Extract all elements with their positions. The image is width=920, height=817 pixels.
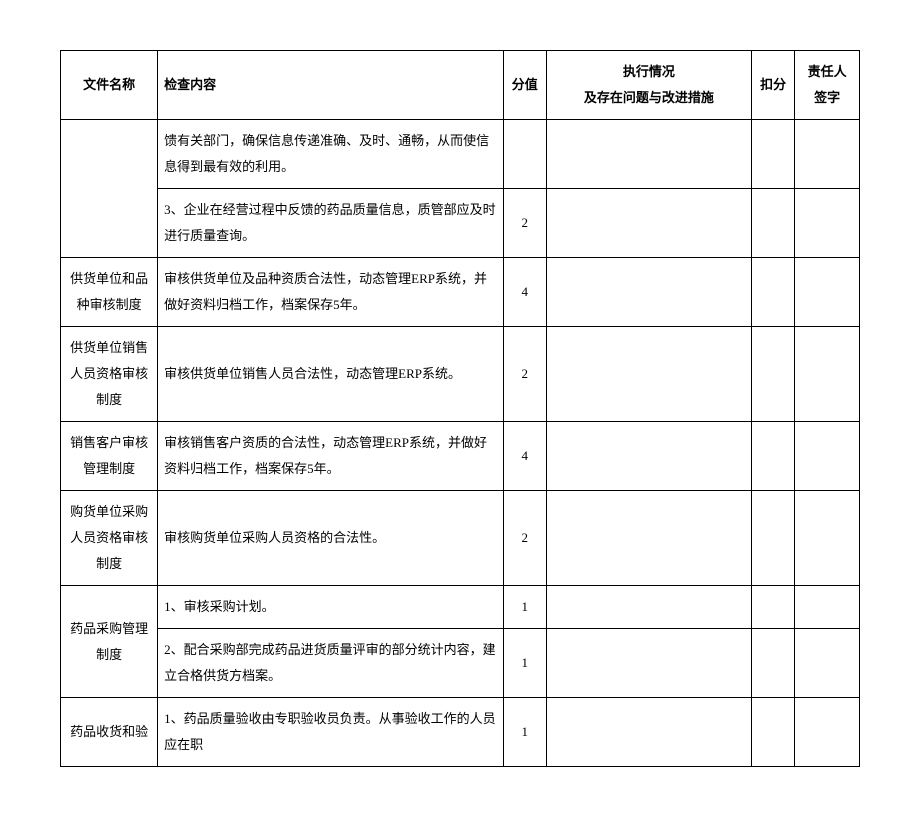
cell-content: 审核销售客户资质的合法性，动态管理ERP系统，并做好资料归档工作，档案保存5年。 [158, 422, 504, 491]
cell-content: 1、药品质量验收由专职验收员负责。从事验收工作的人员应在职 [158, 698, 504, 767]
cell-sign [795, 491, 860, 586]
cell-deduct [752, 120, 795, 189]
cell-status [546, 698, 751, 767]
cell-score: 2 [503, 327, 546, 422]
header-status-line2: 及存在问题与改进措施 [553, 85, 745, 111]
cell-status [546, 491, 751, 586]
cell-content: 审核购货单位采购人员资格的合法性。 [158, 491, 504, 586]
cell-deduct [752, 327, 795, 422]
cell-content: 审核供货单位及品种资质合法性，动态管理ERP系统，并做好资料归档工作，档案保存5… [158, 258, 504, 327]
table-row: 药品采购管理制度 1、审核采购计划。 1 [61, 586, 860, 629]
table-header-row: 文件名称 检查内容 分值 执行情况 及存在问题与改进措施 扣分 责任人 签字 [61, 51, 860, 120]
cell-filename: 药品收货和验 [61, 698, 158, 767]
cell-score: 2 [503, 189, 546, 258]
cell-score [503, 120, 546, 189]
header-status: 执行情况 及存在问题与改进措施 [546, 51, 751, 120]
cell-filename [61, 120, 158, 258]
table-row: 馈有关部门，确保信息传递准确、及时、通畅，从而使信息得到最有效的利用。 [61, 120, 860, 189]
header-deduct: 扣分 [752, 51, 795, 120]
cell-status [546, 422, 751, 491]
header-content: 检查内容 [158, 51, 504, 120]
header-status-line1: 执行情况 [553, 59, 745, 85]
cell-filename: 供货单位销售人员资格审核制度 [61, 327, 158, 422]
cell-score: 1 [503, 586, 546, 629]
cell-filename: 药品采购管理制度 [61, 586, 158, 698]
cell-score: 4 [503, 422, 546, 491]
cell-sign [795, 586, 860, 629]
header-sign: 责任人 签字 [795, 51, 860, 120]
table-row: 供货单位销售人员资格审核制度 审核供货单位销售人员合法性，动态管理ERP系统。 … [61, 327, 860, 422]
cell-content: 审核供货单位销售人员合法性，动态管理ERP系统。 [158, 327, 504, 422]
cell-sign [795, 120, 860, 189]
cell-content: 2、配合采购部完成药品进货质量评审的部分统计内容，建立合格供货方档案。 [158, 629, 504, 698]
cell-deduct [752, 629, 795, 698]
cell-status [546, 586, 751, 629]
cell-sign [795, 258, 860, 327]
table-row: 3、企业在经营过程中反馈的药品质量信息，质管部应及时进行质量查询。 2 [61, 189, 860, 258]
cell-content: 3、企业在经营过程中反馈的药品质量信息，质管部应及时进行质量查询。 [158, 189, 504, 258]
cell-filename: 购货单位采购人员资格审核制度 [61, 491, 158, 586]
cell-deduct [752, 422, 795, 491]
table-row: 2、配合采购部完成药品进货质量评审的部分统计内容，建立合格供货方档案。 1 [61, 629, 860, 698]
cell-deduct [752, 491, 795, 586]
table-body: 馈有关部门，确保信息传递准确、及时、通畅，从而使信息得到最有效的利用。 3、企业… [61, 120, 860, 767]
cell-status [546, 327, 751, 422]
cell-deduct [752, 258, 795, 327]
cell-status [546, 189, 751, 258]
cell-content: 馈有关部门，确保信息传递准确、及时、通畅，从而使信息得到最有效的利用。 [158, 120, 504, 189]
cell-deduct [752, 698, 795, 767]
cell-status [546, 258, 751, 327]
cell-filename: 供货单位和品种审核制度 [61, 258, 158, 327]
cell-sign [795, 189, 860, 258]
cell-deduct [752, 586, 795, 629]
header-filename: 文件名称 [61, 51, 158, 120]
table-row: 购货单位采购人员资格审核制度 审核购货单位采购人员资格的合法性。 2 [61, 491, 860, 586]
cell-sign [795, 422, 860, 491]
cell-score: 2 [503, 491, 546, 586]
cell-deduct [752, 189, 795, 258]
cell-content: 1、审核采购计划。 [158, 586, 504, 629]
header-score: 分值 [503, 51, 546, 120]
cell-status [546, 629, 751, 698]
cell-sign [795, 629, 860, 698]
header-sign-line2: 签字 [801, 85, 853, 111]
cell-score: 1 [503, 629, 546, 698]
header-sign-line1: 责任人 [801, 59, 853, 85]
cell-score: 4 [503, 258, 546, 327]
table-row: 销售客户审核管理制度 审核销售客户资质的合法性，动态管理ERP系统，并做好资料归… [61, 422, 860, 491]
cell-filename: 销售客户审核管理制度 [61, 422, 158, 491]
cell-status [546, 120, 751, 189]
cell-score: 1 [503, 698, 546, 767]
inspection-table: 文件名称 检查内容 分值 执行情况 及存在问题与改进措施 扣分 责任人 签字 馈… [60, 50, 860, 767]
cell-sign [795, 698, 860, 767]
table-row: 药品收货和验 1、药品质量验收由专职验收员负责。从事验收工作的人员应在职 1 [61, 698, 860, 767]
cell-sign [795, 327, 860, 422]
table-row: 供货单位和品种审核制度 审核供货单位及品种资质合法性，动态管理ERP系统，并做好… [61, 258, 860, 327]
